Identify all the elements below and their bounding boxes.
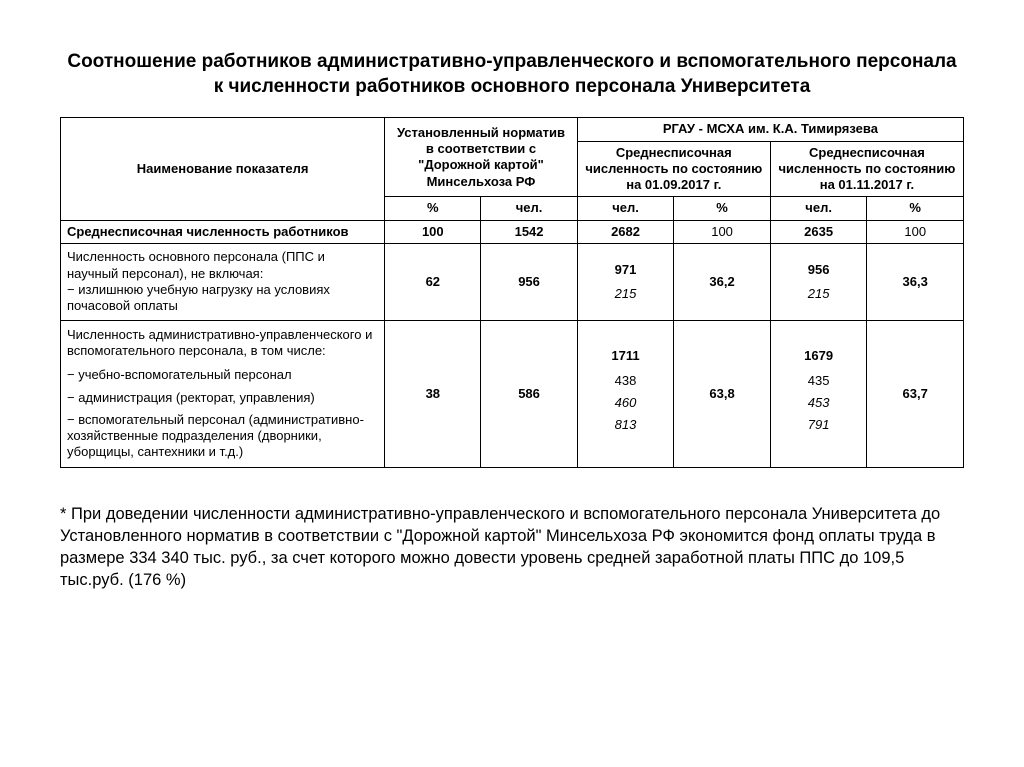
main-table: Наименование показателя Установленный но…: [60, 117, 964, 467]
cell: 100: [674, 220, 771, 243]
cell: 62: [385, 243, 481, 320]
cell: 36,2: [674, 243, 771, 320]
cell: 100: [867, 220, 964, 243]
value: 215: [777, 286, 861, 302]
value: 435: [777, 373, 861, 389]
cell: 971 215: [577, 243, 674, 320]
cell: 2682: [577, 220, 674, 243]
cell: 63,8: [674, 320, 771, 467]
row-main-name: Численность основного персонала (ППС и н…: [61, 243, 385, 320]
value: 438: [584, 373, 668, 389]
cell: 1679 435 453 791: [770, 320, 867, 467]
value: 453: [777, 395, 861, 411]
row-total-name: Среднесписочная численность работников: [61, 220, 385, 243]
row-admin-name: Численность административно-управленческ…: [61, 320, 385, 467]
cell: 586: [481, 320, 577, 467]
cell: 63,7: [867, 320, 964, 467]
value: 971: [584, 262, 668, 278]
th-pct: %: [867, 197, 964, 220]
th-name: Наименование показателя: [61, 118, 385, 220]
page-title: Соотношение работников административно-у…: [60, 50, 964, 99]
label: Численность административно-управленческ…: [67, 327, 378, 360]
th-univ: РГАУ - МСХА им. К.А. Тимирязева: [577, 118, 963, 141]
cell: 1542: [481, 220, 577, 243]
label: − учебно-вспомогательный персонал: [67, 367, 378, 383]
th-ppl: чел.: [577, 197, 674, 220]
value: 1711: [584, 348, 668, 364]
value: 215: [584, 286, 668, 302]
label: − вспомогательный персонал (администрати…: [67, 412, 378, 461]
th-norm: Установленный норматив в соответствии с …: [385, 118, 578, 197]
cell: 2635: [770, 220, 867, 243]
cell: 1711 438 460 813: [577, 320, 674, 467]
label: − администрация (ректорат, управления): [67, 390, 378, 406]
th-ppl: чел.: [481, 197, 577, 220]
th-period1: Среднесписочная численность по состоянию…: [577, 141, 770, 197]
th-pct: %: [385, 197, 481, 220]
cell: 36,3: [867, 243, 964, 320]
th-period2: Среднесписочная численность по состоянию…: [770, 141, 963, 197]
cell: 100: [385, 220, 481, 243]
cell: 38: [385, 320, 481, 467]
value: 956: [777, 262, 861, 278]
cell: 956: [481, 243, 577, 320]
th-ppl: чел.: [770, 197, 867, 220]
value: 460: [584, 395, 668, 411]
th-pct: %: [674, 197, 771, 220]
footnote: * При доведении численности администрати…: [60, 503, 964, 592]
value: 791: [777, 417, 861, 433]
label: Численность основного персонала (ППС и н…: [67, 249, 325, 280]
label: − излишнюю учебную нагрузку на условиях …: [67, 282, 330, 313]
value: 813: [584, 417, 668, 433]
value: 1679: [777, 348, 861, 364]
cell: 956 215: [770, 243, 867, 320]
